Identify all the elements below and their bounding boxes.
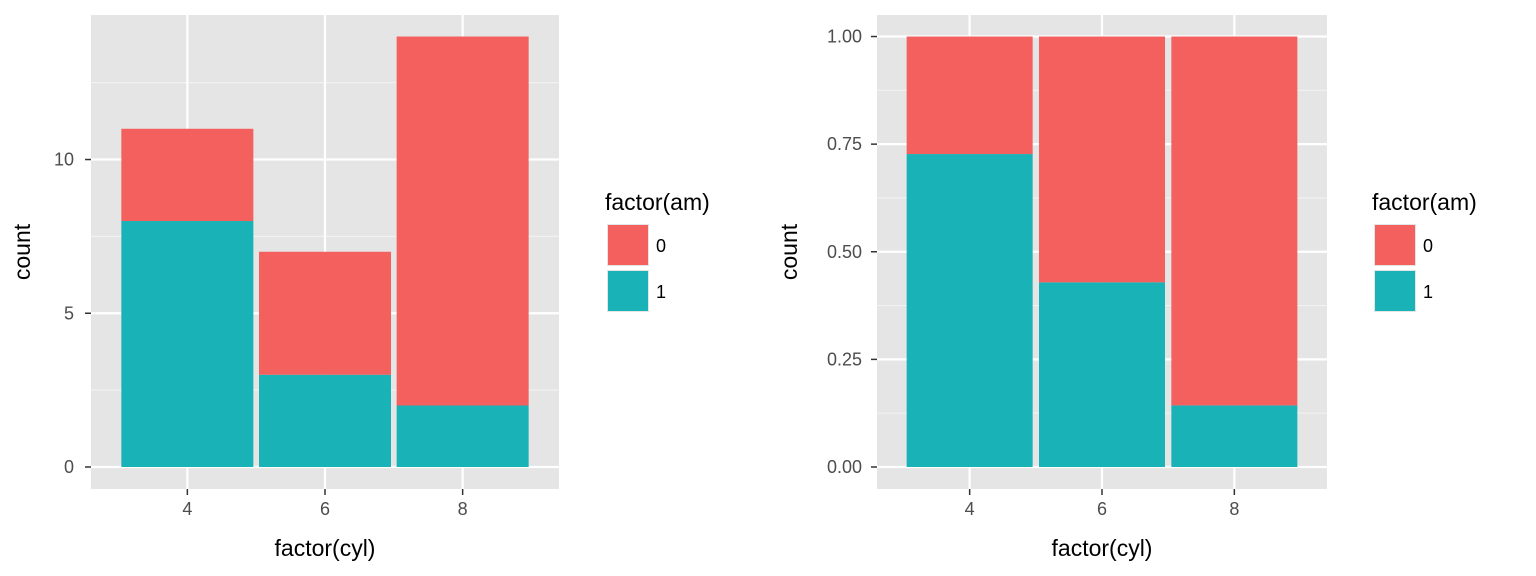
y-axis-title: count — [776, 223, 802, 280]
y-tick-label: 5 — [64, 303, 74, 323]
legend-key-swatch — [1375, 225, 1415, 265]
x-tick-label: 4 — [965, 499, 975, 519]
x-tick-label: 8 — [458, 499, 468, 519]
y-tick-label: 0.25 — [827, 349, 862, 369]
bar-6-series-1 — [1039, 282, 1165, 467]
legend-title: factor(am) — [605, 189, 710, 215]
x-tick-label: 6 — [320, 499, 330, 519]
bar-6-series-1 — [259, 374, 391, 467]
legend-label: 0 — [656, 236, 666, 256]
bar-8-series-1 — [396, 405, 529, 467]
bar-8-series-1 — [1171, 405, 1298, 467]
y-tick-label: 1.00 — [827, 27, 862, 47]
y-tick-label: 10 — [54, 150, 74, 170]
legend-label: 1 — [656, 282, 666, 302]
y-tick-label: 0.50 — [827, 242, 862, 262]
legend: factor(am) 0 1 — [605, 189, 710, 312]
y-axis-title: count — [9, 223, 35, 280]
legend-title: factor(am) — [1372, 189, 1477, 215]
x-tick-label: 4 — [182, 499, 192, 519]
y-tick-label: 0 — [64, 457, 74, 477]
chart-panel-1: 0 5 10 4 6 8 factor(cyl) count factor(am) 0 1 — [9, 15, 710, 561]
x-axis-title: factor(cyl) — [1052, 535, 1153, 561]
legend-key-swatch — [608, 271, 648, 311]
y-tick-label: 0.75 — [827, 134, 862, 154]
legend: factor(am) 0 1 — [1372, 189, 1477, 312]
x-tick-label: 6 — [1097, 499, 1107, 519]
legend-key-swatch — [1375, 271, 1415, 311]
bar-4-series-0 — [906, 36, 1033, 155]
bar-6-series-0 — [259, 251, 391, 375]
x-tick-label: 8 — [1229, 499, 1239, 519]
chart-panel-2: 0.00 0.25 0.50 0.75 1.00 4 6 8 factor(cyl) count f… — [776, 15, 1477, 561]
y-tick-label: 0.00 — [827, 457, 862, 477]
bar-4-series-1 — [121, 221, 254, 467]
bar-6-series-0 — [1039, 36, 1165, 283]
legend-key-swatch — [608, 225, 648, 265]
x-axis-title: factor(cyl) — [275, 535, 376, 561]
bar-4-series-0 — [121, 128, 254, 222]
bar-4-series-1 — [906, 154, 1033, 467]
legend-label: 1 — [1423, 282, 1433, 302]
bar-8-series-0 — [1171, 36, 1298, 406]
legend-label: 0 — [1423, 236, 1433, 256]
bar-8-series-0 — [396, 36, 529, 406]
